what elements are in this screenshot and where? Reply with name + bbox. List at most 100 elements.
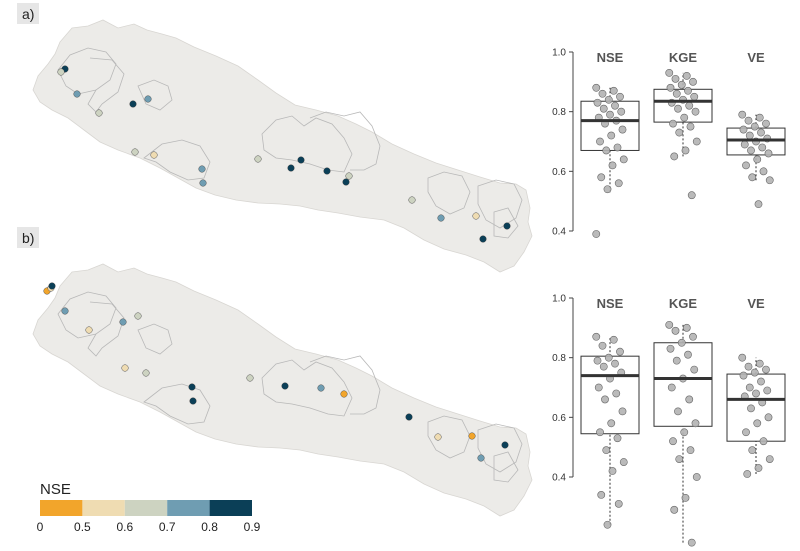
data-point (681, 493, 690, 502)
data-point (609, 335, 618, 344)
data-point (755, 359, 764, 368)
data-point (685, 395, 694, 404)
data-point (604, 95, 613, 104)
data-point (607, 131, 616, 140)
data-point (686, 122, 695, 131)
box-iqr (653, 342, 713, 427)
data-point (666, 83, 675, 92)
station-marker (254, 155, 262, 163)
data-point (740, 140, 749, 149)
data-point (764, 149, 773, 158)
station-marker (61, 307, 69, 315)
data-point (680, 113, 689, 122)
data-point (606, 110, 614, 119)
data-point (594, 383, 603, 392)
station-marker (121, 364, 129, 372)
data-point (762, 365, 770, 374)
station-marker (131, 148, 139, 156)
data-point (748, 173, 757, 182)
nepal-map-a (32, 19, 533, 273)
data-point (592, 83, 601, 92)
data-point (750, 122, 759, 131)
station-marker (144, 95, 152, 103)
metric-label: VE (747, 50, 765, 65)
data-point (613, 143, 622, 152)
y-tick-label: 0.6 (552, 413, 566, 424)
data-point (619, 458, 628, 466)
data-point (762, 119, 770, 128)
data-point (672, 356, 681, 365)
data-point (602, 146, 611, 155)
data-point (608, 161, 617, 170)
data-point (596, 428, 604, 437)
data-point (755, 113, 764, 122)
data-point (743, 470, 752, 478)
station-marker (189, 397, 197, 405)
station-marker (73, 90, 81, 98)
data-point (666, 344, 675, 353)
nse-legend: NSE 0 0.5 0.6 0.7 0.8 0.9 (37, 481, 261, 534)
station-marker (437, 214, 445, 222)
data-point (671, 326, 680, 335)
data-point (744, 116, 753, 125)
station-marker (345, 172, 353, 180)
data-point (763, 386, 772, 395)
country-outline (32, 19, 533, 273)
data-point (757, 377, 765, 386)
station-marker (246, 374, 254, 382)
data-point (601, 395, 609, 404)
data-point (757, 128, 765, 137)
data-point (671, 74, 680, 83)
legend-swatch (82, 500, 125, 516)
data-point (680, 428, 689, 437)
data-point (687, 191, 696, 200)
data-point (611, 101, 619, 110)
station-marker (198, 165, 206, 173)
data-point (739, 125, 748, 134)
data-point (738, 110, 747, 119)
data-point (592, 230, 601, 238)
metric-label: NSE (597, 296, 624, 311)
data-point (599, 362, 608, 371)
y-tick-label: 1.0 (552, 48, 566, 59)
data-point (692, 137, 701, 146)
box-iqr (726, 373, 786, 442)
legend-tick-label: 0 (37, 520, 44, 534)
legend-tick-label: 0.7 (159, 520, 176, 534)
station-marker (477, 454, 485, 462)
station-marker (405, 413, 413, 421)
data-point (747, 404, 755, 413)
data-point (742, 161, 750, 170)
data-point (670, 152, 679, 161)
data-point (685, 101, 694, 110)
data-point (674, 104, 682, 113)
data-point (765, 455, 774, 463)
y-tick-label: 1.0 (552, 294, 566, 305)
legend-title: NSE (40, 481, 71, 498)
data-point (677, 80, 686, 89)
data-point (750, 368, 759, 377)
y-tick-label: 0.4 (552, 473, 566, 484)
data-point (598, 341, 607, 350)
data-point (598, 89, 607, 98)
data-point (675, 455, 684, 463)
data-point (682, 323, 691, 332)
data-point (689, 332, 697, 341)
legend-swatch (40, 500, 83, 516)
data-point (603, 520, 612, 529)
nepal-map-b (32, 263, 533, 517)
station-marker (503, 222, 511, 230)
station-marker (281, 382, 289, 390)
station-marker (129, 100, 137, 108)
data-point (616, 92, 624, 101)
legend-tick-label: 0.5 (74, 520, 91, 534)
data-point (614, 179, 623, 188)
boxplot-panel-a: 0.4 0.6 0.8 1.0 NSE KGE VE (552, 48, 786, 238)
data-point (691, 419, 700, 428)
catchment-outlines (57, 291, 523, 483)
data-point (593, 356, 602, 365)
data-point (611, 359, 619, 368)
station-marker (342, 178, 350, 186)
data-point (753, 419, 762, 428)
station-marker (297, 156, 305, 164)
